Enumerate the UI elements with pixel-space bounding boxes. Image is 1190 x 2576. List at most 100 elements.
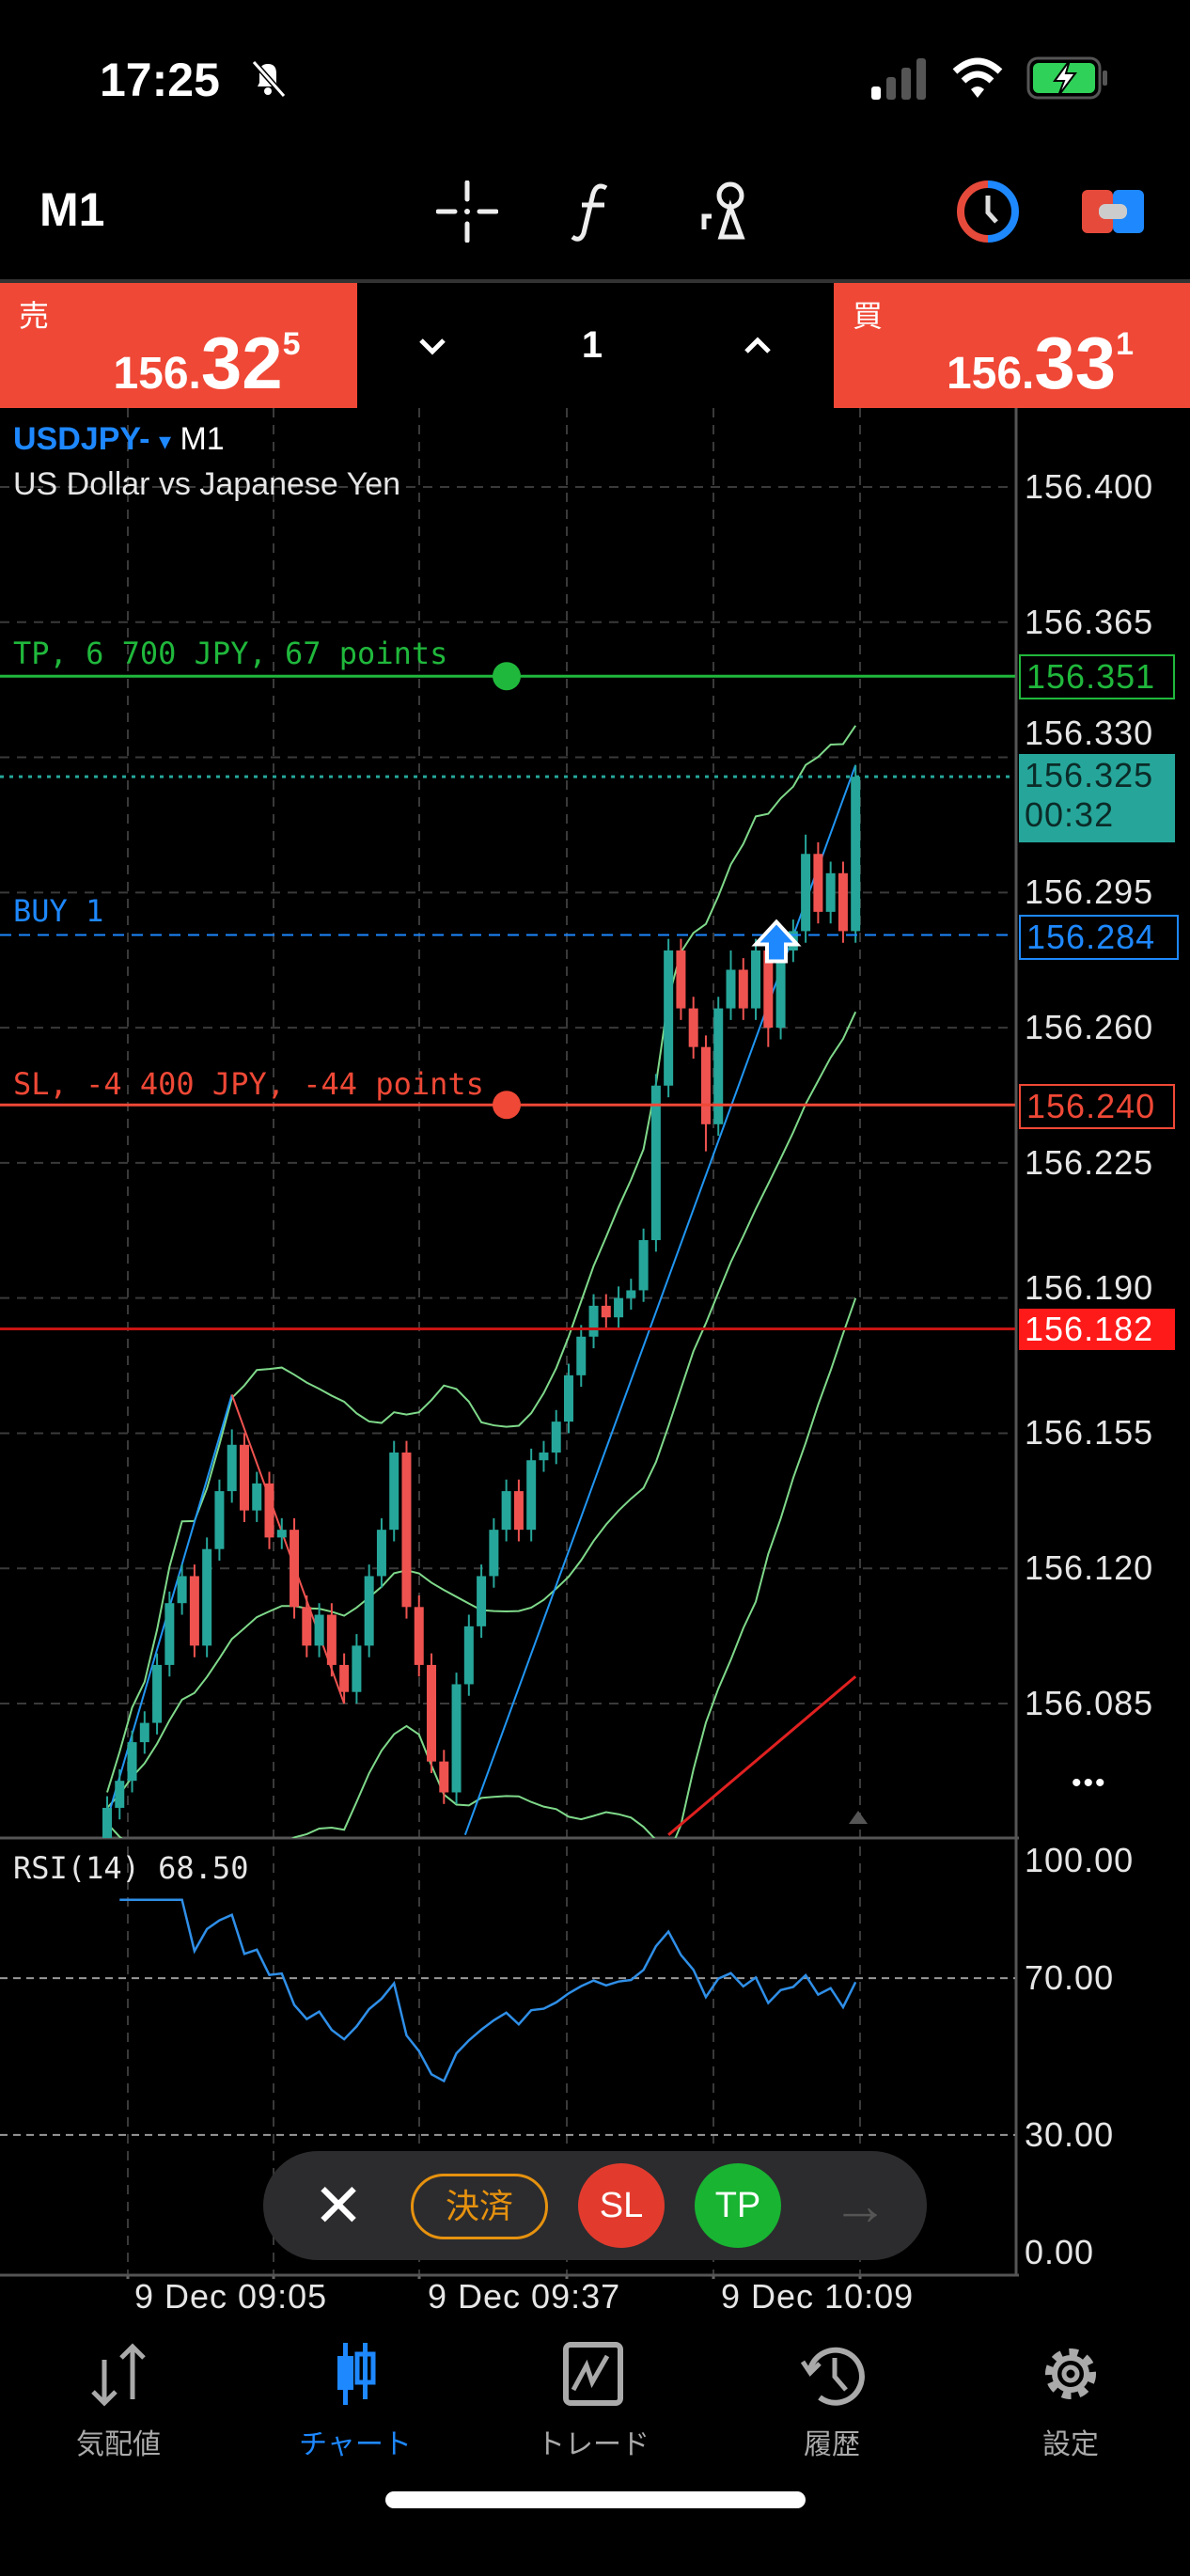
candle-body	[276, 1530, 287, 1538]
tp-drag-handle	[493, 662, 521, 691]
candle-body	[738, 969, 748, 1009]
timeframe-button[interactable]: M1	[39, 183, 105, 236]
tab-chart[interactable]: チャート	[261, 2341, 449, 2462]
candle-body	[139, 1722, 149, 1743]
alert-price-tag: 156.182	[1019, 1309, 1175, 1350]
close-icon[interactable]: ✕	[313, 2172, 364, 2239]
candle-body	[775, 950, 786, 1029]
volume-decrease-button[interactable]	[395, 283, 470, 408]
buy-price-tag: 156.284	[1019, 915, 1179, 960]
candle-body	[601, 1305, 611, 1318]
candle-body	[626, 1290, 636, 1298]
candle-body	[501, 1491, 511, 1531]
bollinger-upper	[106, 725, 857, 1793]
candle-body	[152, 1664, 163, 1723]
sl-price-tag: 156.240	[1019, 1084, 1175, 1129]
candle-body	[801, 854, 811, 932]
candle-body	[676, 950, 686, 1009]
candle-body	[127, 1742, 137, 1782]
tab-trade[interactable]: トレード	[499, 2341, 687, 2462]
candle-body	[439, 1761, 449, 1793]
candle-body	[227, 1444, 237, 1492]
sl-line-label: SL, -4 400 JPY, -44 points	[13, 1066, 484, 1102]
time-label: 9 Dec 10:09	[721, 2277, 915, 2316]
trendline	[463, 764, 857, 1836]
current-price: 156.325	[1025, 756, 1154, 794]
price-chart[interactable]	[0, 408, 1190, 2279]
rsi-axis-label: 30.00	[1025, 2114, 1115, 2154]
candle-body	[576, 1336, 587, 1375]
chevron-down-icon	[419, 338, 446, 355]
bollinger-middle	[106, 1011, 857, 1809]
candle-body	[102, 1807, 112, 1838]
candle-body	[688, 1008, 698, 1047]
sl-drag-handle	[493, 1091, 521, 1120]
price-axis-label: 156.155	[1025, 1413, 1154, 1453]
candle-body	[477, 1576, 487, 1626]
sell-label: 売	[19, 299, 50, 333]
candle-body	[813, 854, 823, 912]
symbol-description: US Dollar vs Japanese Yen	[13, 466, 401, 502]
volume-value[interactable]: 1	[581, 324, 603, 366]
function-icon[interactable]	[559, 179, 625, 244]
sl-button[interactable]: SL	[578, 2163, 665, 2248]
candle-body	[214, 1491, 225, 1549]
candle-body	[851, 777, 861, 932]
trendline	[230, 1394, 346, 1704]
candle-body	[726, 969, 736, 1009]
chevron-up-icon	[744, 336, 771, 353]
price-axis-label: 156.120	[1025, 1548, 1154, 1588]
symbol-dropdown-icon[interactable]: ▾	[158, 427, 172, 455]
candle-body	[326, 1614, 337, 1665]
one-click-trading-icon[interactable]	[955, 179, 1021, 244]
price-axis-label: 156.225	[1025, 1142, 1154, 1182]
price-axis-label: 156.400	[1025, 467, 1154, 506]
buy-arrow-icon	[751, 919, 802, 964]
sell-button[interactable]: 売 156.325	[0, 283, 357, 408]
tab-label: 履歴	[804, 2429, 860, 2460]
symbol-name[interactable]: USDJPY-	[13, 421, 150, 457]
candle-body	[539, 1453, 549, 1461]
candle-body	[177, 1576, 187, 1604]
buy-button[interactable]: 買 156.331	[834, 283, 1190, 408]
candle-body	[264, 1483, 274, 1538]
arrow-right-icon[interactable]: →	[832, 2174, 888, 2237]
candle-body	[252, 1483, 262, 1511]
tab-settings[interactable]: 設定	[977, 2341, 1165, 2462]
bar-timer: 00:32	[1025, 795, 1115, 834]
rsi-axis-label: 0.00	[1025, 2233, 1095, 2271]
time-label: 9 Dec 09:05	[134, 2277, 328, 2316]
sell-price-big: 32	[200, 322, 283, 404]
trade-icon	[563, 2342, 623, 2406]
tab-history[interactable]: 履歴	[738, 2341, 926, 2462]
objects-icon[interactable]	[691, 179, 757, 244]
candle-body	[302, 1607, 312, 1646]
candle-body	[352, 1645, 362, 1692]
buy-label: 買	[853, 299, 884, 333]
tp-button[interactable]: TP	[695, 2163, 781, 2248]
status-time: 17:25	[100, 54, 220, 106]
crosshair-icon[interactable]	[434, 179, 500, 244]
close-position-button[interactable]: 決済	[411, 2174, 548, 2239]
buy-line-label: BUY 1	[13, 893, 104, 929]
chart-timeframe: M1	[180, 421, 225, 457]
buy-price-prefix: 156.	[946, 349, 1035, 399]
tab-quotes[interactable]: 気配値	[24, 2341, 212, 2462]
candle-body	[427, 1664, 437, 1762]
candle-body	[650, 1085, 661, 1241]
price-axis-label: 156.330	[1025, 714, 1154, 752]
candle-body	[401, 1453, 412, 1608]
candle-body	[763, 950, 774, 1029]
candle-body	[164, 1603, 175, 1665]
trade-toggle-icon[interactable]	[1080, 179, 1146, 244]
battery-charging-icon	[1026, 56, 1107, 100]
candle-body	[526, 1460, 537, 1531]
home-indicator[interactable]	[385, 2491, 806, 2508]
candle-body	[414, 1607, 424, 1665]
candle-body	[638, 1240, 649, 1291]
sell-price-sup: 5	[282, 326, 301, 362]
more-options-button[interactable]: •••	[1072, 1767, 1107, 1798]
volume-increase-button[interactable]	[720, 283, 795, 408]
price-axis-label: 156.085	[1025, 1684, 1154, 1723]
current-price-tag: 156.325 00:32	[1019, 754, 1175, 842]
